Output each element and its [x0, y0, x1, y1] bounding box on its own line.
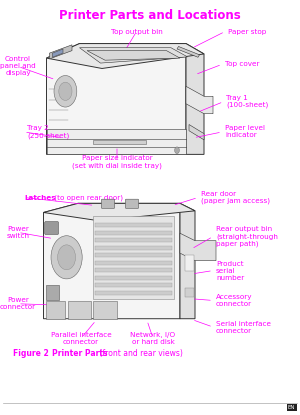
Text: Rear door
(paper jam access): Rear door (paper jam access) — [201, 191, 270, 204]
Polygon shape — [186, 86, 213, 114]
Text: Printer Parts: Printer Parts — [52, 349, 108, 358]
FancyBboxPatch shape — [94, 246, 172, 250]
Polygon shape — [177, 46, 200, 57]
Polygon shape — [189, 124, 204, 140]
Text: Top output bin: Top output bin — [111, 29, 162, 34]
FancyBboxPatch shape — [94, 290, 172, 295]
FancyBboxPatch shape — [46, 285, 59, 300]
FancyBboxPatch shape — [46, 129, 186, 154]
FancyBboxPatch shape — [94, 261, 172, 265]
Text: Serial interface
connector: Serial interface connector — [216, 320, 271, 334]
Text: Parallel interface
connector: Parallel interface connector — [51, 332, 111, 345]
FancyBboxPatch shape — [93, 216, 174, 299]
FancyBboxPatch shape — [94, 253, 172, 257]
Text: Tray 1
(100-sheet): Tray 1 (100-sheet) — [226, 95, 269, 108]
Text: Figure 2: Figure 2 — [13, 349, 48, 358]
FancyBboxPatch shape — [185, 288, 194, 297]
Polygon shape — [46, 44, 186, 154]
Polygon shape — [186, 44, 204, 154]
Text: Product
serial
number: Product serial number — [216, 261, 244, 281]
Text: Accessory
connector: Accessory connector — [216, 294, 253, 307]
Polygon shape — [46, 44, 204, 68]
Text: Paper stop: Paper stop — [228, 29, 266, 34]
Text: Power
connector: Power connector — [0, 297, 36, 310]
Text: EN: EN — [288, 405, 296, 410]
Circle shape — [54, 76, 77, 107]
FancyBboxPatch shape — [185, 255, 194, 271]
Text: Network, I/O
or hard disk: Network, I/O or hard disk — [130, 332, 176, 345]
FancyBboxPatch shape — [94, 283, 172, 287]
Text: Top cover: Top cover — [225, 61, 260, 67]
FancyBboxPatch shape — [94, 223, 172, 227]
FancyBboxPatch shape — [94, 276, 172, 280]
FancyBboxPatch shape — [46, 301, 65, 319]
Text: Latches: Latches — [25, 195, 56, 200]
Polygon shape — [52, 49, 63, 57]
FancyBboxPatch shape — [45, 222, 58, 234]
FancyBboxPatch shape — [94, 238, 172, 242]
Text: Control
panel and
display: Control panel and display — [0, 56, 36, 76]
Polygon shape — [180, 203, 195, 319]
Circle shape — [58, 245, 76, 270]
FancyBboxPatch shape — [94, 268, 172, 272]
Circle shape — [51, 236, 82, 279]
Polygon shape — [80, 48, 188, 63]
Text: Printer Parts and Locations: Printer Parts and Locations — [59, 9, 241, 22]
Polygon shape — [87, 51, 180, 60]
Polygon shape — [180, 233, 216, 261]
Text: Power
switch: Power switch — [7, 226, 29, 239]
Text: (to open rear door): (to open rear door) — [52, 194, 123, 201]
Polygon shape — [44, 203, 195, 221]
FancyBboxPatch shape — [93, 140, 146, 144]
Circle shape — [175, 147, 179, 154]
FancyBboxPatch shape — [93, 301, 117, 319]
Text: (front and rear views): (front and rear views) — [97, 349, 183, 358]
FancyBboxPatch shape — [68, 301, 91, 319]
FancyBboxPatch shape — [94, 231, 172, 235]
Text: Paper level
indicator: Paper level indicator — [225, 125, 265, 139]
Polygon shape — [50, 45, 72, 59]
Text: Tray 2
(250-sheet): Tray 2 (250-sheet) — [27, 125, 69, 139]
Circle shape — [59, 82, 72, 100]
Polygon shape — [44, 203, 180, 319]
Text: Paper size indicator
(set with dial inside tray): Paper size indicator (set with dial insi… — [72, 155, 162, 168]
FancyBboxPatch shape — [101, 199, 115, 208]
Text: Rear output bin
(straight-through
paper path): Rear output bin (straight-through paper … — [216, 226, 278, 247]
FancyBboxPatch shape — [125, 199, 139, 208]
